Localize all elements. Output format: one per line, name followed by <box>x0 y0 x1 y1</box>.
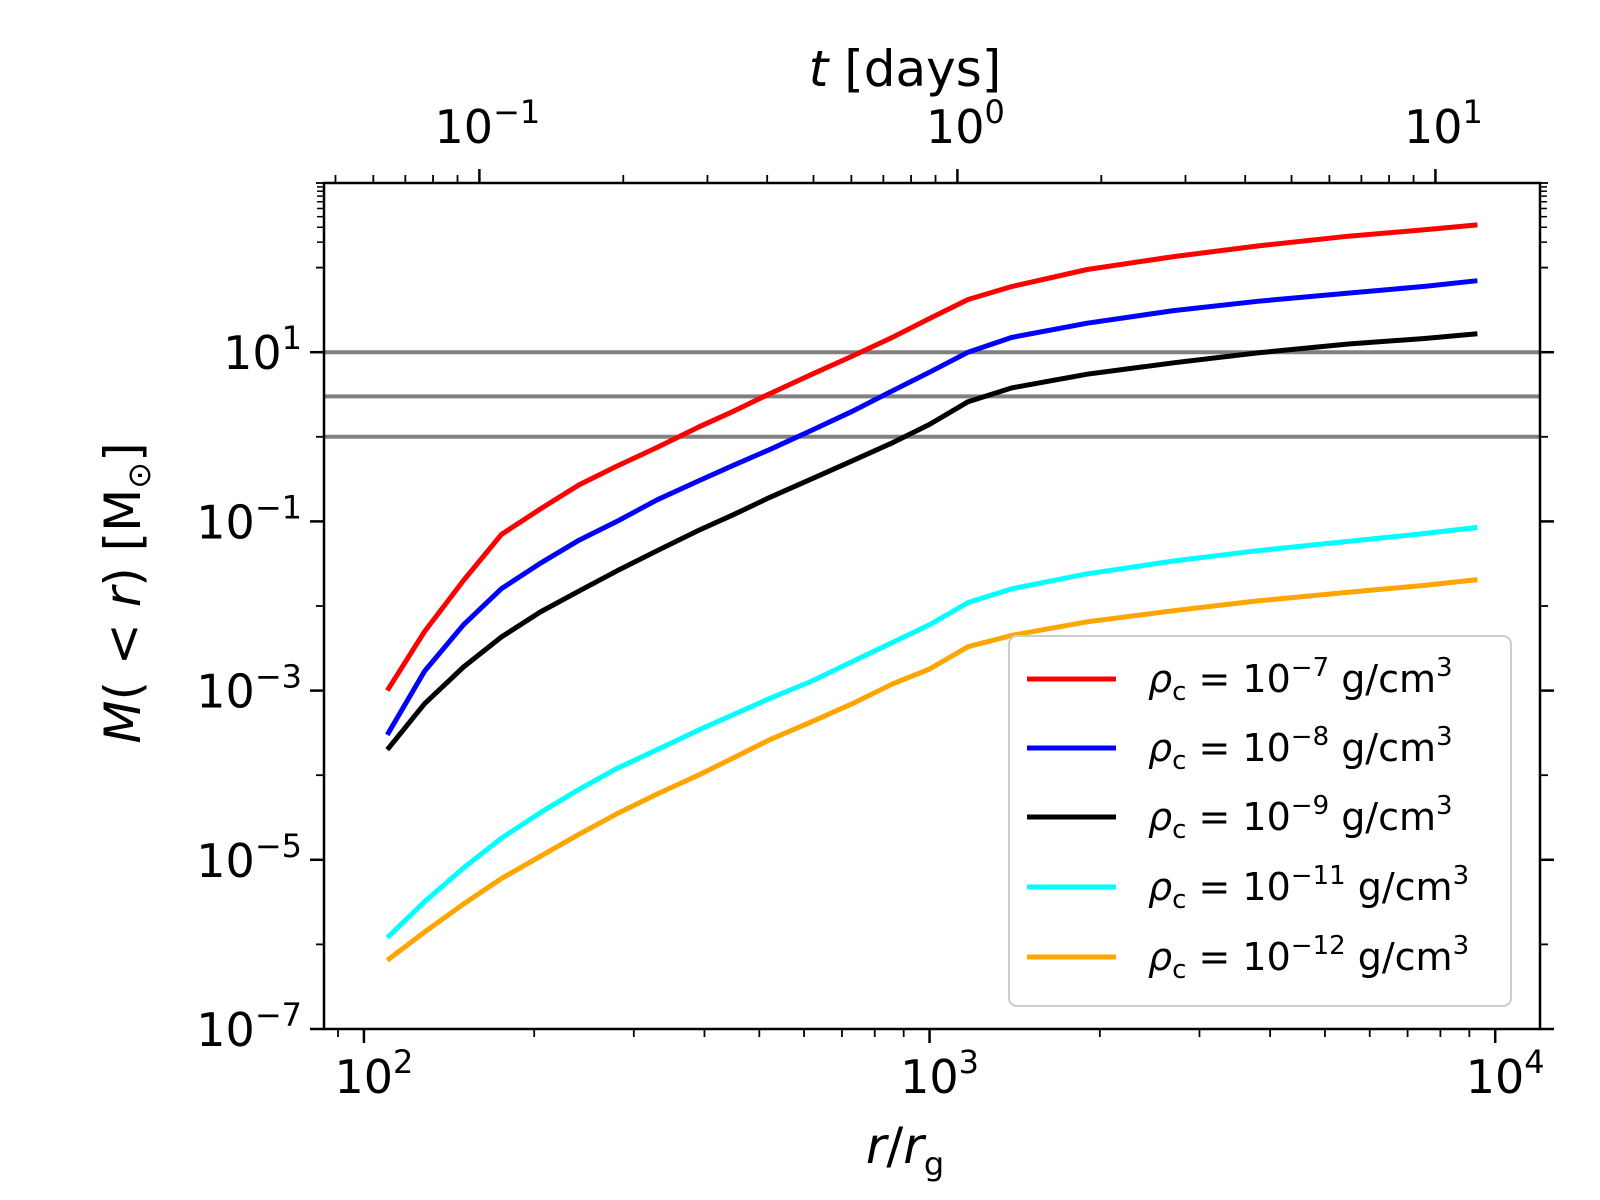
legend-label: ρc = 10−7 g/cm3 <box>1148 653 1453 707</box>
top-tick-label: 100 <box>926 93 1005 154</box>
axis-ticks <box>310 169 1554 1043</box>
legend-label: ρc = 10−8 g/cm3 <box>1148 722 1453 776</box>
x-tick-label: 104 <box>1466 1043 1545 1104</box>
legend: ρc = 10−7 g/cm3 ρc = 10−8 g/cm3 ρc = 10−9 … <box>1008 635 1512 1007</box>
series-line-3 <box>385 524 1478 940</box>
series-line-2 <box>385 331 1478 752</box>
tick-labels: 102 103 104 10−7 10−5 10−3 10−1 101 10−1 100 101 <box>196 93 1544 1104</box>
y-tick-label: 101 <box>223 319 302 380</box>
reference-lines <box>324 350 1540 439</box>
series-line-4 <box>385 577 1478 963</box>
y-tick-label: 10−5 <box>196 827 302 888</box>
y-tick-label: 10−3 <box>196 658 302 719</box>
series-line-1 <box>385 278 1478 737</box>
legend-label: ρc = 10−11 g/cm3 <box>1148 861 1469 915</box>
top-tick-label: 10−1 <box>435 93 541 154</box>
x-axis-label: r/rg <box>866 1117 944 1183</box>
legend-label: ρc = 10−9 g/cm3 <box>1148 791 1453 845</box>
y-axis-label: M( < r) [M⊙] <box>94 442 158 743</box>
legend-label: ρc = 10−12 g/cm3 <box>1148 931 1469 985</box>
y-tick-label: 10−7 <box>196 996 302 1057</box>
x-tick-label: 103 <box>900 1043 979 1104</box>
series-line-0 <box>385 222 1478 692</box>
series-lines <box>385 222 1478 963</box>
y-tick-label: 10−1 <box>196 488 302 549</box>
legend-box <box>1008 635 1512 1007</box>
top-tick-label: 101 <box>1404 93 1483 154</box>
x-tick-label: 102 <box>334 1043 413 1104</box>
top-axis-label: t [days] <box>809 40 1002 98</box>
